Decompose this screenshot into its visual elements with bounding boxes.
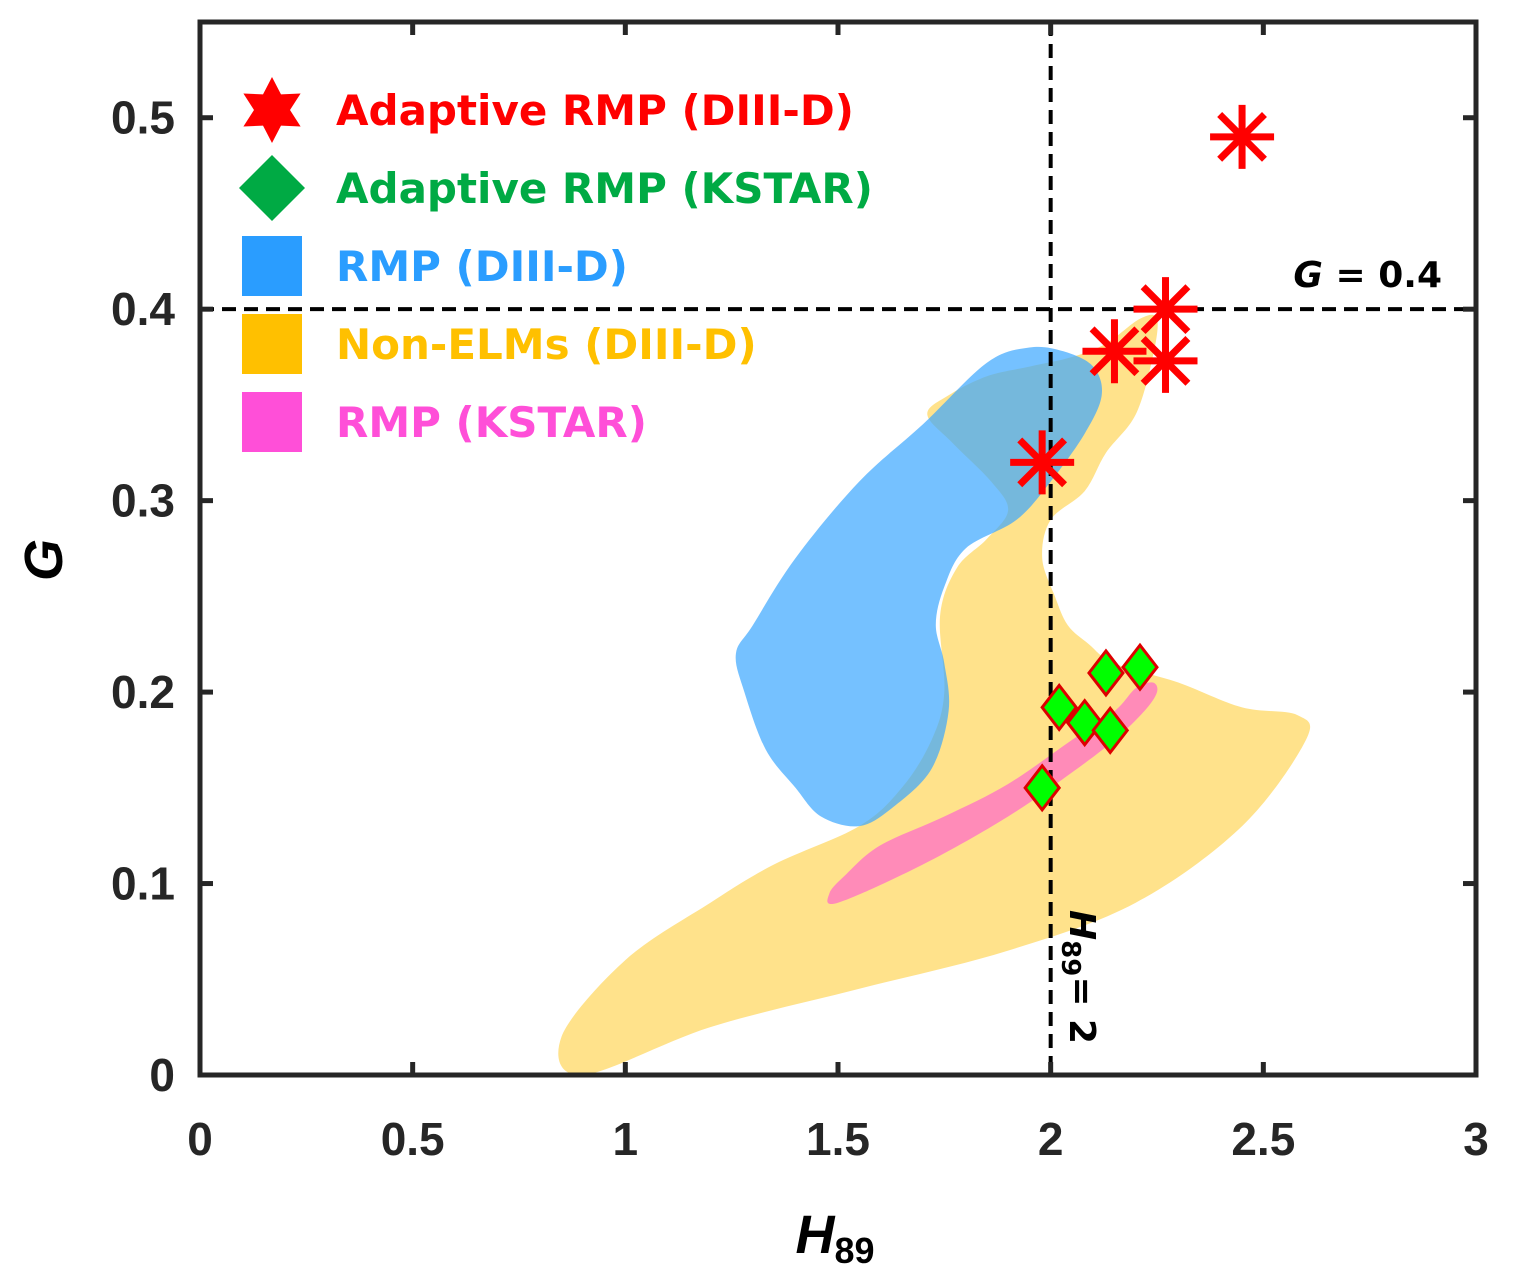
legend-label: Adaptive RMP (KSTAR) <box>336 164 873 213</box>
reference-label-var: H <box>1061 910 1102 940</box>
y-tick-label: 0.3 <box>111 475 175 527</box>
legend-label: Non-ELMs (DIII-D) <box>336 320 757 369</box>
legend-marker-swatch <box>242 314 302 374</box>
y-tick-label: 0.4 <box>111 283 175 335</box>
legend-marker-swatch <box>242 392 302 452</box>
reference-label-horizontal: G = 0.4 <box>1293 255 1442 296</box>
asterisk-stroke <box>1140 284 1191 335</box>
y-tick-label: 0.5 <box>111 92 175 144</box>
x-tick-label: 0.5 <box>381 1113 445 1165</box>
asterisk-stroke <box>1017 437 1068 488</box>
legend-item-adaptive-rmp-kstar: Adaptive RMP (KSTAR) <box>239 155 873 221</box>
x-axis-label-main: H <box>795 1205 835 1265</box>
x-tick-label: 3 <box>1463 1113 1489 1165</box>
asterisk-stroke <box>1089 326 1140 377</box>
data-point-adaptive-rmp-kstar <box>1065 698 1104 748</box>
legend-item-adaptive-rmp-diii-d: Adaptive RMP (DIII-D) <box>243 77 854 143</box>
x-tick-label: 2 <box>1038 1113 1064 1165</box>
data-point-adaptive-rmp-diii-d <box>1010 430 1075 495</box>
legend-item-rmp-kstar: RMP (KSTAR) <box>242 392 647 452</box>
y-axis-label: G <box>14 539 74 581</box>
legend-item-rmp-diii-d: RMP (DIII-D) <box>242 236 628 296</box>
x-tick-label: 1 <box>613 1113 639 1165</box>
x-tick-label: 2.5 <box>1231 1113 1295 1165</box>
legend-label: RMP (KSTAR) <box>336 398 647 447</box>
legend-label: RMP (DIII-D) <box>336 242 628 291</box>
x-tick-label: 0 <box>187 1113 213 1165</box>
region-rmp-kstar <box>827 682 1158 905</box>
axis-labels: H89 G <box>14 539 875 1270</box>
data-point-adaptive-rmp-kstar <box>1091 705 1130 755</box>
legend-item-non-elms-diii-d: Non-ELMs (DIII-D) <box>242 314 757 374</box>
data-point-adaptive-rmp-kstar <box>1121 642 1159 692</box>
y-tick-label: 0.2 <box>111 666 175 718</box>
legend-marker-diamond <box>239 155 305 221</box>
legend-marker-swatch <box>242 236 302 296</box>
reference-label-var: G <box>1293 255 1323 296</box>
y-tick-label: 0.1 <box>111 858 175 910</box>
x-axis-label-sub: 89 <box>834 1230 874 1270</box>
legend-label: Adaptive RMP (DIII-D) <box>336 86 854 135</box>
reference-label-sub: 89 <box>1055 940 1085 976</box>
data-point-adaptive-rmp-diii-d <box>1082 319 1147 384</box>
reference-label-vertical: H89= 2 <box>1055 910 1102 1044</box>
points-layer <box>1010 104 1275 813</box>
reference-label-text: = 2 <box>1061 976 1102 1044</box>
y-tick-label: 0 <box>149 1049 175 1101</box>
data-point-adaptive-rmp-kstar <box>1087 648 1125 698</box>
regions-layer <box>558 314 1311 1075</box>
legend-marker-star <box>243 77 301 143</box>
data-point-adaptive-rmp-kstar <box>1023 763 1062 813</box>
x-tick-label: 1.5 <box>806 1113 870 1165</box>
x-axis-label: H89 <box>795 1205 874 1270</box>
axes-layer: 0 0.5 1 1.5 2 2.5 3 0 0.1 0.2 0.3 0.4 0.5 <box>111 19 1489 1165</box>
asterisk-stroke <box>1217 111 1267 162</box>
data-point-adaptive-rmp-kstar <box>1040 682 1079 732</box>
region-non-elms-diii-d <box>558 314 1311 1075</box>
asterisk-stroke <box>1140 335 1191 386</box>
data-point-adaptive-rmp-diii-d <box>1133 328 1198 393</box>
region-rmp-diii-d <box>735 346 1103 827</box>
reference-lines-layer: G = 0.4 H89= 2 <box>200 22 1476 1075</box>
legend: Adaptive RMP (DIII-D) Adaptive RMP (KSTAR… <box>239 77 873 452</box>
data-point-adaptive-rmp-diii-d <box>1210 104 1275 169</box>
reference-label-text: = 0.4 <box>1323 255 1442 296</box>
